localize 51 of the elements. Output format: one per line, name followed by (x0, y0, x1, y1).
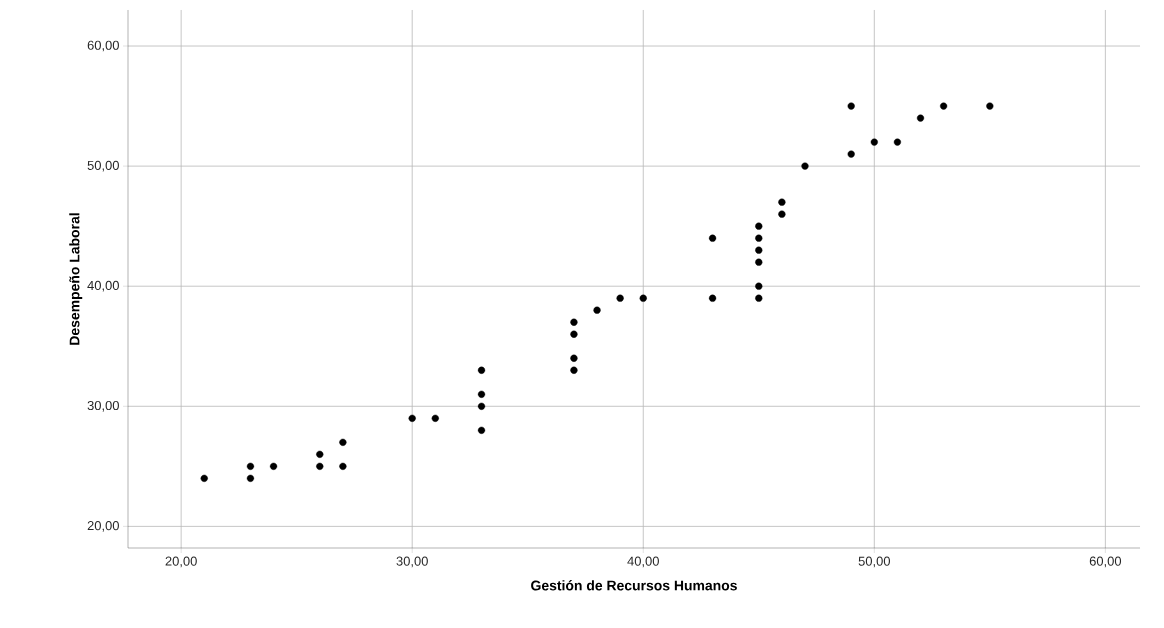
point (755, 234, 763, 242)
point (870, 138, 878, 146)
point (570, 366, 578, 374)
point (708, 234, 717, 242)
point (269, 462, 278, 470)
point (778, 210, 786, 218)
point (801, 162, 809, 170)
point (639, 294, 647, 302)
y-axis-title: Desempeño Laboral (69, 213, 83, 345)
x-tick-label: 40,00 (627, 556, 659, 568)
point (477, 402, 486, 410)
point (339, 462, 347, 470)
x-tick-label: 60,00 (1089, 556, 1122, 568)
y-tick-label: 40,00 (87, 280, 119, 292)
point (755, 294, 763, 302)
point (847, 150, 855, 158)
x-tick-label: 30,00 (396, 556, 428, 568)
point (316, 450, 324, 458)
y-tick-label: 30,00 (87, 400, 119, 412)
point (316, 462, 324, 470)
point (940, 102, 948, 110)
point (755, 282, 763, 290)
point (986, 102, 994, 110)
point (339, 438, 347, 446)
x-tick-label: 50,00 (858, 556, 891, 568)
point (570, 354, 578, 362)
point (616, 294, 624, 302)
y-tick-label: 20,00 (87, 521, 119, 532)
point (570, 318, 578, 326)
point (431, 414, 439, 422)
point (755, 246, 763, 254)
point (570, 330, 578, 338)
point (477, 390, 486, 398)
point (755, 222, 763, 230)
x-tick-label: 20,00 (165, 556, 197, 568)
point (246, 462, 255, 470)
point (893, 138, 902, 146)
point (246, 474, 255, 482)
point (408, 414, 416, 422)
y-tick-label: 50,00 (87, 160, 119, 172)
x-axis-title: Gestión de Recursos Humanos (531, 580, 737, 591)
point (708, 294, 717, 302)
point (916, 114, 925, 122)
point (200, 474, 208, 482)
point (477, 366, 486, 374)
point (755, 258, 763, 266)
y-tick-label: 60,00 (87, 40, 119, 52)
point (593, 306, 601, 314)
point (778, 198, 786, 206)
point (477, 426, 486, 434)
point (847, 102, 855, 110)
